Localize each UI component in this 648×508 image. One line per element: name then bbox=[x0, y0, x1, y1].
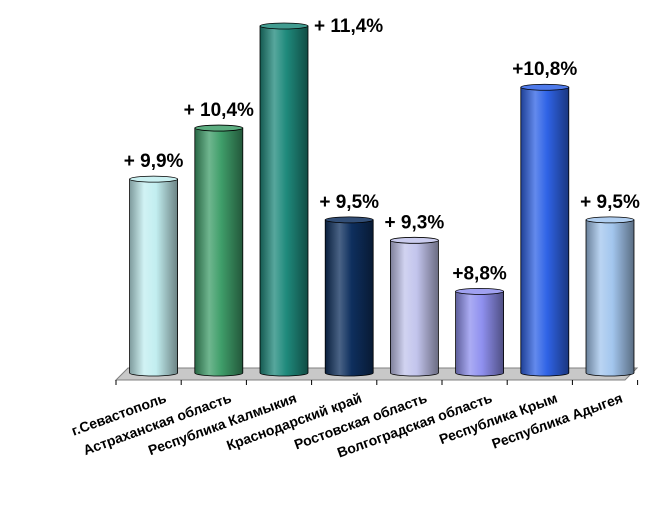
bar-top bbox=[129, 175, 179, 183]
bar-body bbox=[585, 219, 635, 377]
bar bbox=[520, 83, 570, 377]
bar bbox=[324, 216, 374, 377]
bar-top bbox=[324, 216, 374, 224]
data-label: + 9,9% bbox=[124, 151, 184, 172]
bar-top bbox=[520, 83, 570, 91]
data-label: +8,8% bbox=[452, 263, 507, 284]
bar-body bbox=[455, 290, 504, 377]
data-label: + 10,4% bbox=[184, 100, 254, 121]
bar-body bbox=[259, 25, 309, 377]
data-label: + 9,5% bbox=[319, 192, 379, 213]
bar bbox=[129, 175, 179, 377]
bar-body bbox=[194, 127, 244, 377]
bar bbox=[259, 22, 309, 377]
bar-body bbox=[390, 239, 439, 377]
value-labels-group: + 9,9% + 10,4% + 11,4% + 9,5% + 9,3% +8,8% +10… bbox=[124, 16, 640, 284]
axis-ticks bbox=[115, 380, 639, 385]
bar bbox=[585, 216, 635, 377]
data-label: + 11,4% bbox=[314, 16, 383, 37]
bar-top bbox=[455, 287, 505, 295]
bar bbox=[389, 236, 439, 377]
bar-top bbox=[259, 22, 309, 30]
data-label: +10,8% bbox=[512, 59, 577, 80]
data-label: + 9,5% bbox=[580, 192, 640, 213]
bars-group bbox=[129, 22, 635, 377]
bar bbox=[455, 287, 505, 377]
bar-top bbox=[585, 216, 635, 224]
bar-top bbox=[389, 236, 439, 244]
bar-body bbox=[520, 86, 570, 377]
bar-body bbox=[324, 219, 374, 377]
data-label: + 9,3% bbox=[385, 212, 445, 233]
bar-top bbox=[194, 124, 244, 132]
bar-body bbox=[129, 178, 178, 377]
bar bbox=[194, 124, 244, 377]
